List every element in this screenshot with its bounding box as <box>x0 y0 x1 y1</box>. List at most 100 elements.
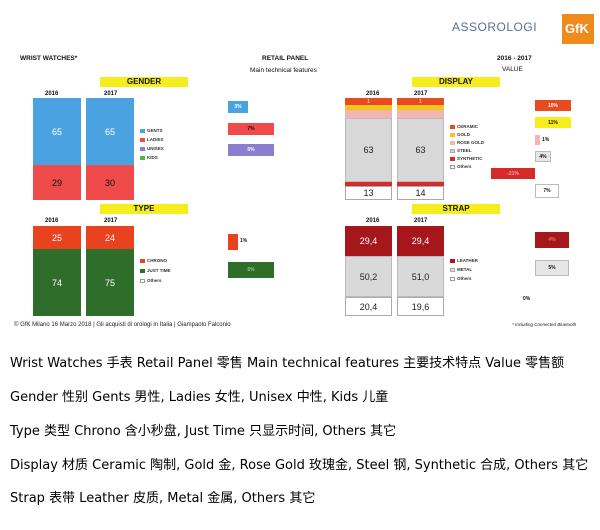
display-value-ceramic-2016: 1 <box>367 98 370 105</box>
strap-value-others-2017: 19,6 <box>411 301 430 312</box>
gender-change-unisex-value: 5% <box>247 147 255 153</box>
legend-swatch-leather <box>450 258 455 263</box>
display-change-gold-value: 11% <box>548 119 558 126</box>
gfk-logo: GfK <box>562 14 594 44</box>
type-bar-2016-justtime: 74 <box>33 249 81 316</box>
strap-value-leather-2017: 29,4 <box>411 236 430 246</box>
gender-value-ladies-2016: 29 <box>51 177 62 188</box>
legend-label-chrono: CHRONO <box>147 258 167 263</box>
legend-swatch-strap-others <box>450 276 455 281</box>
gender-year-2016: 2016 <box>45 91 59 97</box>
header-center-title: RETAIL PANEL <box>262 55 309 62</box>
strap-title: STRAP <box>412 204 500 214</box>
display-year-2016: 2016 <box>366 91 380 97</box>
legend-unisex: UNISEX <box>140 146 164 151</box>
display-bar-2016-synthetic <box>345 182 392 186</box>
gender-bar-2017-gents: 65 <box>86 98 134 165</box>
legend-rosegold: ROSE GOLD <box>450 140 484 145</box>
header-left-title: WRIST WATCHES* <box>20 55 78 62</box>
display-title: DISPLAY <box>412 77 500 87</box>
legend-label-ladies: LADIES <box>147 137 164 142</box>
gender-year-2017: 2017 <box>104 91 118 97</box>
display-change-rosegold-bar <box>535 135 540 145</box>
legend-steel: STEEL <box>450 148 472 153</box>
strap-change-leather: 4% <box>535 232 569 248</box>
strap-year-2016: 2016 <box>366 218 380 224</box>
type-change-chrono-bar <box>228 234 238 250</box>
display-bar-2016-steel: 63 <box>345 118 392 182</box>
legend-swatch-rosegold <box>450 140 455 145</box>
type-value-justtime-2017: 75 <box>104 277 115 288</box>
display-value-steel-2016: 63 <box>363 145 374 155</box>
gfk-logo-text: GfK <box>565 21 589 36</box>
display-change-gold: 11% <box>535 117 571 128</box>
legend-label-steel: STEEL <box>457 148 472 153</box>
legend-ladies: LADIES <box>140 137 164 142</box>
display-bar-2016-ceramic: 1 <box>345 98 392 105</box>
type-bar-2017-justtime: 75 <box>86 249 134 316</box>
translation-line-3: Type 类型 Chrono 含小秒盘, Just Time 只显示时间, Ot… <box>10 424 397 439</box>
strap-bar-2016-leather: 29,4 <box>345 226 392 256</box>
legend-chrono: CHRONO <box>140 258 167 263</box>
header-right-years: 2016 - 2017 <box>497 55 532 62</box>
strap-year-2017: 2017 <box>414 218 428 224</box>
translation-line-1: Wrist Watches 手表 Retail Panel 零售 Main te… <box>10 356 565 371</box>
strap-change-metal: 5% <box>535 260 569 276</box>
display-year-2017: 2017 <box>414 91 428 97</box>
legend-label-metal: METAL <box>457 267 473 272</box>
display-change-synthetic-value: -21% <box>507 170 519 177</box>
strap-bar-2016-metal: 50,2 <box>345 256 392 297</box>
header-right-value: VALUE <box>502 66 523 73</box>
gender-change-gents: 3% <box>228 101 248 113</box>
type-change-justtime: 5% <box>228 262 274 278</box>
legend-type-others: Others <box>140 278 162 283</box>
legend-label-rosegold: ROSE GOLD <box>457 140 485 145</box>
display-change-others-value: 7% <box>543 188 551 194</box>
legend-label-type-others: Others <box>147 278 162 283</box>
gender-change-gents-value: 3% <box>234 104 242 110</box>
legend-label-justtime: JUST TIME <box>147 268 171 273</box>
display-value-others-2016: 13 <box>363 188 374 198</box>
strap-bar-2017-leather: 29,4 <box>397 226 444 256</box>
strap-bar-2016-others: 20,4 <box>345 297 392 316</box>
strap-value-others-2016: 20,4 <box>359 301 378 312</box>
legend-swatch-kids <box>140 155 145 160</box>
display-change-steel-value: 4% <box>539 153 547 160</box>
legend-metal: METAL <box>450 267 472 272</box>
display-change-steel: 4% <box>535 151 551 162</box>
legend-leather: LEATHER <box>450 258 478 263</box>
type-year-2016: 2016 <box>45 218 59 224</box>
display-bar-2017-ceramic: 1 <box>397 98 444 105</box>
legend-gold: GOLD <box>450 132 470 137</box>
legend-justtime: JUST TIME <box>140 268 171 273</box>
legend-swatch-steel <box>450 148 455 153</box>
display-bar-2017-steel: 63 <box>397 118 444 182</box>
type-change-chrono: 1% <box>240 238 248 244</box>
strap-value-metal-2017: 51,0 <box>411 271 430 282</box>
gender-bar-2017-ladies: 30 <box>86 165 134 200</box>
legend-label-gents: GENTS <box>147 128 163 133</box>
type-bar-2016-chrono: 25 <box>33 226 81 249</box>
legend-swatch-gold <box>450 132 455 137</box>
display-bar-2017-synthetic <box>397 182 444 186</box>
strap-change-others: 0% <box>523 296 531 302</box>
strap-bar-2017-others: 19,6 <box>397 297 444 316</box>
gender-change-unisex: 5% <box>228 144 274 156</box>
legend-swatch-chrono <box>140 258 145 263</box>
translation-line-5: Strap 表带 Leather 皮质, Metal 金属, Others 其它 <box>10 491 316 506</box>
legend-label-unisex: UNISEX <box>147 146 164 151</box>
display-value-others-2017: 14 <box>415 188 426 198</box>
strap-value-leather-2016: 29,4 <box>359 236 378 246</box>
gender-bar-2016-gents: 65 <box>33 98 81 165</box>
type-year-2017: 2017 <box>104 218 118 224</box>
display-change-synthetic: -21% <box>491 168 535 179</box>
legend-swatch-display-others <box>450 164 455 169</box>
legend-label-leather: LEATHER <box>457 258 478 263</box>
type-value-chrono-2017: 24 <box>104 232 115 243</box>
legend-synthetic: SYNTHETIC <box>450 156 483 161</box>
gender-bar-2016-ladies: 29 <box>33 165 81 200</box>
legend-swatch-justtime <box>140 268 145 273</box>
strap-change-metal-value: 5% <box>548 265 556 271</box>
translation-line-4: Display 材质 Ceramic 陶制, Gold 金, Rose Gold… <box>10 458 589 473</box>
legend-swatch-ceramic <box>450 124 455 129</box>
